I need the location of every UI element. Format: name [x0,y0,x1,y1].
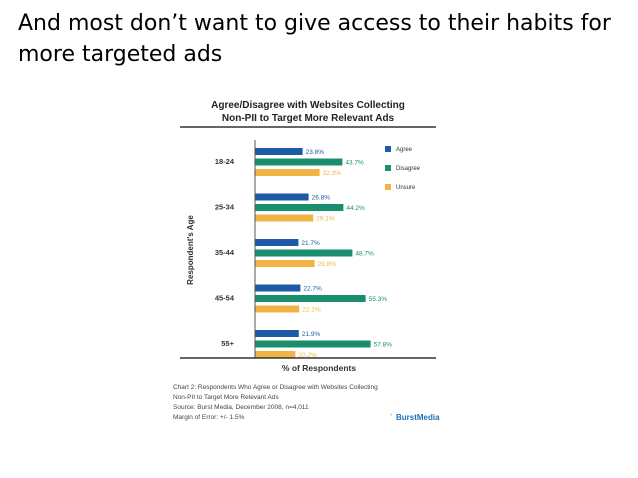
category-label: 55+ [221,339,234,348]
burstmedia-logo: ° BurstMedia [390,413,440,422]
bar-disagree [255,340,371,348]
bar-agree [255,330,299,337]
bar-unsure [255,305,300,313]
data-label: 21.7% [301,240,320,247]
legend-swatch-unsure [385,184,391,190]
note-line-4: Margin of Error: +/- 1.5% [173,414,245,421]
data-label: 48.7% [355,251,374,258]
category-label: 45-54 [215,294,235,303]
legend-label-disagree: Disagree [396,166,421,172]
chart-title-line-2: Non-PII to Target More Relevant Ads [222,113,395,124]
bar-unsure [255,169,320,176]
data-label: 21.9% [302,331,321,338]
data-label: 57.8% [374,342,393,349]
logo-text: BurstMedia [396,413,440,422]
note-line-2: Non-PII to Target More Relevant Ads [173,394,279,401]
data-label: 44.2% [346,205,365,212]
bar-unsure [255,214,314,222]
bar-disagree [255,249,353,257]
note-line-3: Source: Burst Media, December 2008, n=4,… [173,404,309,411]
category-label: 25-34 [215,203,235,212]
data-label: 43.7% [345,160,364,167]
legend: Agree Disagree Unsure [385,146,421,191]
bar-disagree [255,158,343,166]
legend-label-unsure: Unsure [396,185,416,191]
bar-agree [255,284,301,292]
bar-disagree [255,295,366,302]
y-axis-label: Respondent's Age [186,215,195,285]
data-label: 32.3% [323,170,342,177]
bar-agree [255,239,299,246]
category-label: 35-44 [215,248,235,257]
data-label: 55.3% [369,296,388,303]
bar-unsure [255,351,296,358]
bar-disagree [255,204,344,211]
data-label: 23.8% [306,149,325,156]
data-label: 20.2% [298,352,317,359]
data-label: 22.1% [302,307,321,314]
bar-agree [255,193,309,201]
legend-swatch-agree [385,146,391,152]
bar-agree [255,148,303,155]
note-line-1: Chart 2: Respondents Who Agree or Disagr… [173,384,378,391]
data-label: 22.7% [303,286,322,293]
logo-mark: ° [390,414,393,420]
chart-title-line-1: Agree/Disagree with Websites Collecting [211,100,405,111]
legend-swatch-disagree [385,165,391,171]
slide-title: And most don’t want to give access to th… [18,11,611,67]
x-axis-label: % of Respondents [282,363,356,373]
category-label: 18-24 [215,157,235,166]
data-label: 29.1% [316,216,335,223]
data-label: 26.8% [312,195,331,202]
data-label: 29.8% [318,261,337,268]
legend-label-agree: Agree [396,147,413,153]
bar-unsure [255,260,315,267]
bars-layer: 18-24 23.8% 43.7%32.3% 25-34 26.8% 44.2% 29.1%… [215,140,392,359]
